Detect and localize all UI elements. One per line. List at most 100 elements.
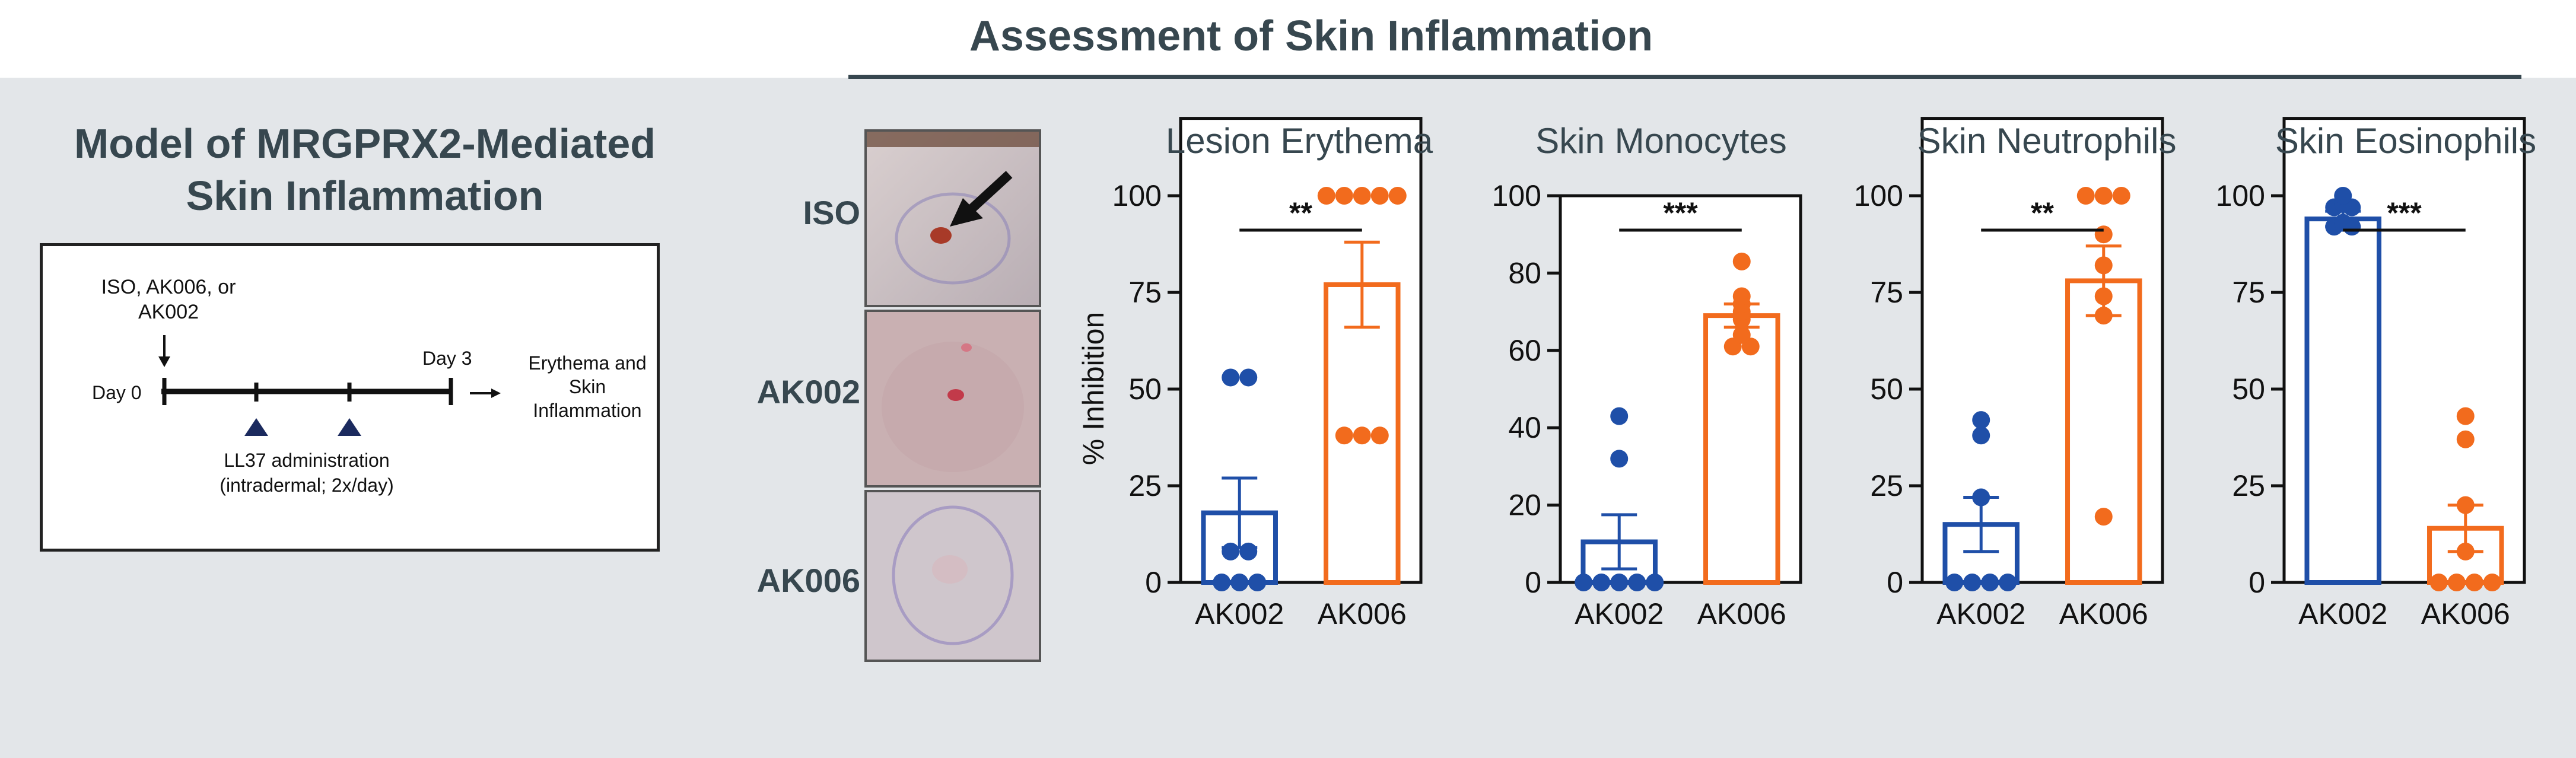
skin-photo-ak002 xyxy=(864,310,1041,488)
x-category-label: AK002 xyxy=(1936,597,2025,630)
data-point-ak006 xyxy=(2483,574,2501,591)
skin-photo-ak006 xyxy=(864,490,1041,662)
y-tick-label: 60 xyxy=(1508,334,1541,367)
data-point-ak002 xyxy=(1575,574,1593,591)
y-tick-label: 100 xyxy=(1854,179,1903,212)
pointer-arrow-shaft xyxy=(963,171,1013,217)
timeline-svg: ISO, AK006, or AK002 Day 0 Day 3 Erythem… xyxy=(92,276,647,496)
data-point-ak006 xyxy=(1353,426,1371,445)
y-tick-label: 80 xyxy=(1508,256,1541,289)
y-tick-label: 100 xyxy=(1112,179,1162,212)
outcome-label-line3: Inflammation xyxy=(533,400,641,421)
model-title: Model of MRGPRX2-Mediated Skin Inflammat… xyxy=(24,117,706,222)
x-category-label: AK006 xyxy=(1697,597,1786,630)
outcome-label-line2: Skin xyxy=(569,376,606,397)
data-point-ak006 xyxy=(1317,187,1335,205)
y-tick-label: 25 xyxy=(1128,469,1162,502)
y-tick-label: 25 xyxy=(2232,469,2265,502)
data-point-ak006 xyxy=(1732,287,1751,305)
data-point-ak006 xyxy=(1335,426,1353,445)
model-title-line1: Model of MRGPRX2-Mediated xyxy=(74,120,656,167)
data-point-ak002 xyxy=(1972,426,1990,445)
data-point-ak006 xyxy=(1732,326,1751,344)
data-point-ak002 xyxy=(1610,574,1629,591)
data-point-ak006 xyxy=(2094,307,2113,325)
data-point-ak006 xyxy=(1370,187,1389,205)
data-point-ak002 xyxy=(1230,574,1249,591)
y-tick-label: 100 xyxy=(1492,179,1541,212)
data-point-ak006 xyxy=(2456,407,2475,425)
photo-label-ak002: AK002 xyxy=(756,373,860,410)
y-tick-label: 25 xyxy=(1870,469,1903,502)
admin-label-line1: LL37 administration xyxy=(224,450,389,471)
data-point-ak006 xyxy=(2094,225,2113,244)
skin-photo-ak006-image xyxy=(867,492,1039,660)
data-point-ak006 xyxy=(1370,426,1389,445)
significance-stars: ** xyxy=(2031,196,2054,230)
x-category-label: AK006 xyxy=(2421,597,2510,630)
data-point-ak006 xyxy=(2094,508,2113,526)
dose-triangle-icon xyxy=(338,418,361,436)
data-point-ak002 xyxy=(1999,574,2017,591)
treatment-label-line2: AK002 xyxy=(138,301,199,323)
chart-frame xyxy=(2282,117,2526,584)
dose-triangle-icon xyxy=(244,418,268,436)
data-point-ak006 xyxy=(2456,430,2475,448)
data-point-ak002 xyxy=(1972,488,1990,507)
chart-frame xyxy=(1920,117,2164,584)
skin-photo-iso-image xyxy=(867,132,1039,305)
data-point-ak002 xyxy=(1646,574,1664,591)
chart-title: Skin Eosinophils xyxy=(2275,121,2536,161)
model-title-line2: Skin Inflammation xyxy=(186,173,544,219)
data-point-ak002 xyxy=(1972,411,1990,429)
y-tick-label: 50 xyxy=(1870,372,1903,406)
chart-title: Lesion Erythema xyxy=(1166,121,1433,161)
page-title: Assessment of Skin Inflammation xyxy=(969,12,1653,60)
data-point-ak002 xyxy=(1222,542,1240,560)
x-category-label: AK006 xyxy=(2059,597,2148,630)
admin-label-line2: (intradermal; 2x/day) xyxy=(220,474,393,496)
data-point-ak002 xyxy=(1963,574,1982,591)
data-point-ak002 xyxy=(1248,574,1267,591)
data-point-ak002 xyxy=(1981,574,1999,591)
data-point-ak002 xyxy=(1628,574,1646,591)
data-point-ak006 xyxy=(2112,187,2130,205)
y-axis-label: % Inhibition xyxy=(1077,312,1110,466)
data-point-ak002 xyxy=(2334,214,2352,232)
data-point-ak002 xyxy=(1239,368,1258,387)
data-point-ak006 xyxy=(2094,256,2113,275)
data-point-ak006 xyxy=(2456,542,2475,560)
x-category-label: AK002 xyxy=(1195,597,1284,630)
data-point-ak006 xyxy=(1388,187,1407,205)
day3-label: Day 3 xyxy=(422,348,472,369)
data-point-ak002 xyxy=(2334,187,2352,205)
y-tick-label: 40 xyxy=(1508,411,1541,444)
data-point-ak006 xyxy=(2076,187,2095,205)
y-tick-label: 50 xyxy=(1128,372,1162,406)
chart-frame xyxy=(1559,194,1802,584)
data-point-ak006 xyxy=(2447,574,2466,591)
y-tick-label: 100 xyxy=(2216,179,2265,212)
data-point-ak006 xyxy=(2456,496,2475,514)
skin-photo-iso xyxy=(864,129,1041,307)
data-point-ak006 xyxy=(2429,574,2448,591)
pointer-arrow-icon xyxy=(950,198,983,227)
chart-title: Skin Monocytes xyxy=(1535,121,1787,161)
y-tick-label: 75 xyxy=(2232,276,2265,309)
treatment-label-line1: ISO, AK006, or xyxy=(101,276,236,298)
photo-label-iso: ISO xyxy=(803,194,860,231)
outcome-label-line1: Erythema and xyxy=(528,352,646,374)
x-category-label: AK002 xyxy=(1575,597,1664,630)
title-divider xyxy=(848,75,2521,79)
y-tick-label: 20 xyxy=(1508,489,1541,522)
down-arrow-icon xyxy=(158,356,170,367)
y-tick-label: 0 xyxy=(1525,566,1541,599)
photo-label-ak006: AK006 xyxy=(756,562,860,599)
data-point-ak002 xyxy=(1239,542,1258,560)
y-tick-label: 0 xyxy=(1145,566,1162,599)
data-point-ak002 xyxy=(1213,574,1231,591)
right-arrow-icon xyxy=(491,388,501,398)
data-point-ak006 xyxy=(1353,187,1371,205)
significance-stars: *** xyxy=(2387,196,2422,230)
data-point-ak002 xyxy=(1592,574,1611,591)
